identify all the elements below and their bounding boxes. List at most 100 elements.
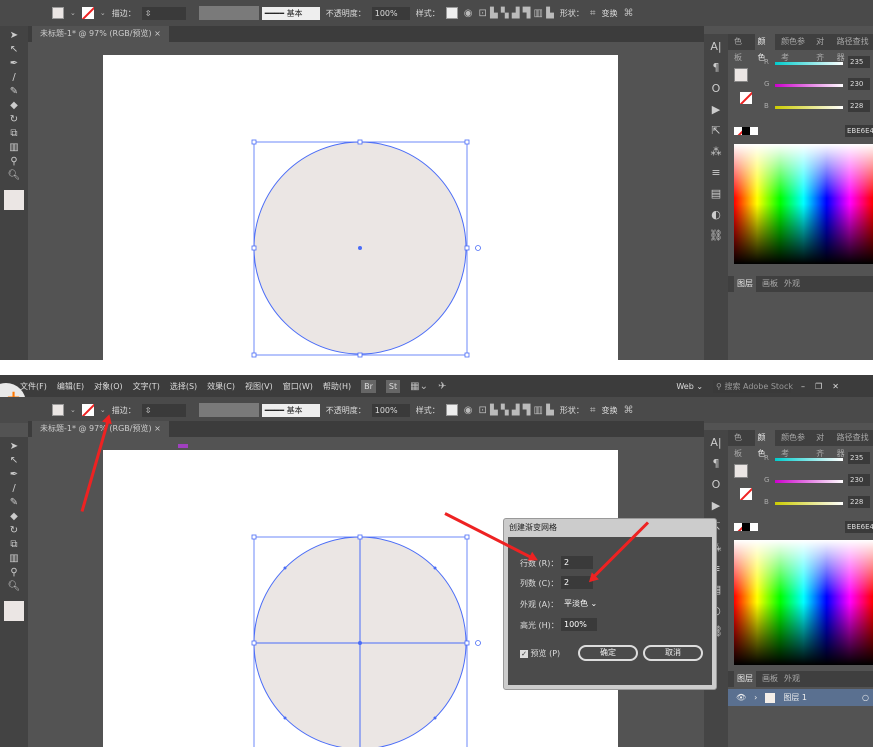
align-icons[interactable]: ⊡ ▙ ▚ ▟ ▜ ▥ ▙	[478, 404, 554, 416]
graph-icon[interactable]: ▥	[9, 553, 19, 564]
chevron-down-icon[interactable]: ⌄	[70, 406, 76, 414]
target-icon[interactable]: ○	[862, 693, 869, 702]
pen-tool-icon[interactable]: ✒	[9, 58, 19, 69]
chevron-down-icon[interactable]: ⌄	[99, 406, 106, 414]
eraser-icon[interactable]: ◆	[10, 511, 18, 522]
menu-edit[interactable]: 编辑(E)	[56, 381, 85, 391]
stroke-weight-input[interactable]: ⇳	[141, 6, 186, 20]
arrange-documents-icon[interactable]: ▦⌄	[410, 380, 428, 392]
menu-type[interactable]: 文字(T)	[132, 381, 160, 391]
eyedropper-icon[interactable]: ⚲	[10, 567, 18, 578]
stroke-weight-input[interactable]: ⇳	[141, 403, 186, 417]
stroke-style-dropdown[interactable]: ━━━━ 基本	[261, 403, 320, 417]
zoom-icon[interactable]: 🔍︎	[7, 581, 21, 592]
tab-color[interactable]: 颜色	[754, 34, 776, 62]
layer-row[interactable]: 👁︎ › 图层 1 ○	[728, 689, 873, 706]
fill-swatch[interactable]	[52, 7, 64, 19]
stroke-panel-icon[interactable]: ≡	[711, 166, 721, 179]
links-icon[interactable]: ⛓	[709, 229, 723, 242]
stroke-none-box[interactable]	[740, 488, 752, 500]
r-slider[interactable]	[775, 62, 843, 65]
tab-artboards[interactable]: 画板	[762, 279, 778, 288]
checkbox-checked-icon[interactable]: ✓	[520, 650, 528, 658]
graphic-style-swatch[interactable]	[445, 7, 458, 19]
black-swatch[interactable]	[742, 523, 750, 531]
zoom-icon[interactable]: 🔍︎	[7, 170, 21, 181]
transform-button[interactable]: 变换	[601, 8, 618, 18]
rotate-icon[interactable]: ↻	[9, 114, 19, 125]
quick-swatches[interactable]	[734, 523, 758, 531]
fill-color-box[interactable]	[734, 68, 748, 82]
isolate-icon[interactable]: ⌘	[623, 7, 634, 19]
white-swatch[interactable]	[750, 127, 758, 135]
graph-icon[interactable]: ▥	[9, 142, 19, 153]
transform-button[interactable]: 变换	[601, 405, 618, 415]
play-icon[interactable]: ▶	[711, 499, 721, 512]
tab-align[interactable]: 对齐	[816, 37, 825, 62]
stroke-swatch[interactable]	[81, 7, 94, 19]
shape-icon[interactable]: ⌗	[589, 404, 596, 416]
shape-icon[interactable]: ⌗	[589, 7, 596, 19]
gpu-icon[interactable]: ✈	[437, 380, 447, 392]
r-slider[interactable]	[775, 458, 843, 461]
line-tool-icon[interactable]: /	[12, 483, 16, 494]
gradient-icon[interactable]: ▤	[710, 187, 722, 200]
tab-color-guide[interactable]: 颜色参考	[781, 433, 806, 458]
export-icon[interactable]: ⇱	[711, 124, 721, 137]
color-spectrum[interactable]	[734, 540, 873, 665]
tab-pathfinder[interactable]: 路径查找器	[836, 433, 869, 458]
chevron-down-icon[interactable]: ⌄	[99, 9, 106, 17]
b-slider[interactable]	[775, 106, 843, 109]
menu-effect[interactable]: 效果(C)	[207, 381, 235, 391]
opentype-icon[interactable]: O	[711, 478, 721, 491]
graphic-style-swatch[interactable]	[445, 404, 458, 416]
tab-artboards[interactable]: 画板	[762, 674, 778, 683]
scale-icon[interactable]: ⧉	[10, 128, 18, 139]
stroke-none-box[interactable]	[740, 92, 752, 104]
appearance-select[interactable]: 平淡色 ⌄	[561, 597, 609, 610]
fill-stroke-widget[interactable]	[4, 190, 24, 210]
eraser-icon[interactable]: ◆	[10, 100, 18, 111]
eyedropper-icon[interactable]: ⚲	[10, 156, 18, 167]
tab-color[interactable]: 颜色	[754, 430, 776, 458]
bridge-button[interactable]: Br	[361, 379, 376, 393]
hex-input[interactable]: EBE6E4	[845, 125, 873, 137]
close-button[interactable]: ✕	[832, 381, 839, 391]
g-slider[interactable]	[775, 480, 843, 483]
chevron-down-icon[interactable]: ⌄	[70, 9, 76, 17]
highlight-input[interactable]: 100%	[561, 618, 597, 631]
scale-icon[interactable]: ⧉	[10, 539, 18, 550]
tab-swatches[interactable]: 色板	[734, 433, 742, 458]
menu-object[interactable]: 对象(O)	[94, 381, 123, 391]
g-slider[interactable]	[775, 84, 843, 87]
tab-swatches[interactable]: 色板	[734, 37, 742, 62]
b-slider[interactable]	[775, 502, 843, 505]
color-spectrum[interactable]	[734, 144, 873, 264]
rows-input[interactable]: 2	[561, 556, 593, 569]
direct-select-icon[interactable]: ↖	[9, 44, 19, 55]
tab-align[interactable]: 对齐	[816, 433, 825, 458]
line-tool-icon[interactable]: /	[12, 72, 16, 83]
document-tab[interactable]: 未标题-1* @ 97% (RGB/预览) ×	[32, 26, 169, 42]
r-input[interactable]: 235	[848, 56, 870, 68]
tab-layers[interactable]: 图层	[734, 671, 756, 687]
menu-view[interactable]: 视图(V)	[244, 381, 273, 391]
hex-input[interactable]: EBE6E4	[845, 521, 873, 533]
pen-tool-icon[interactable]: ✒	[9, 469, 19, 480]
r-input[interactable]: 235	[848, 452, 870, 464]
stock-button[interactable]: St	[385, 379, 401, 393]
character-icon[interactable]: A|	[710, 436, 722, 449]
stroke-swatch[interactable]	[81, 404, 94, 416]
character-icon[interactable]: A|	[710, 40, 722, 53]
minimize-button[interactable]: –	[801, 381, 806, 391]
tab-layers[interactable]: 图层	[734, 276, 756, 292]
white-swatch[interactable]	[750, 523, 758, 531]
paragraph-icon[interactable]: ¶	[712, 457, 720, 470]
tab-pathfinder[interactable]: 路径查找器	[836, 37, 869, 62]
g-input[interactable]: 230	[848, 78, 870, 90]
selected-circle[interactable]	[103, 55, 618, 360]
opacity-input[interactable]: 100%	[371, 403, 410, 417]
fill-color-box[interactable]	[734, 464, 748, 478]
tab-color-guide[interactable]: 颜色参考	[781, 37, 806, 62]
symbols-icon[interactable]: ⁂	[710, 145, 722, 158]
